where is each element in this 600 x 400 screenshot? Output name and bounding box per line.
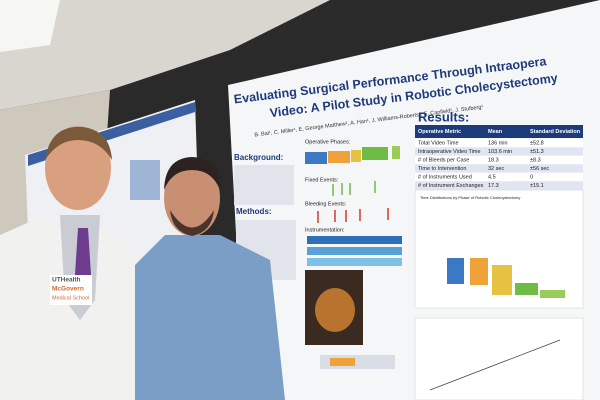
figure-label: Bleeding Events: xyxy=(305,201,347,207)
phase-bar xyxy=(351,150,361,162)
table-cell: 0 xyxy=(530,174,533,180)
badge-text: Medical School xyxy=(52,295,89,301)
face xyxy=(45,126,111,210)
instrument-bar xyxy=(307,258,402,266)
table-header-cell: Standard Deviation xyxy=(530,129,581,135)
scatter-panel xyxy=(414,317,584,400)
table-cell: ±52.8 xyxy=(530,140,544,146)
table-row xyxy=(415,172,583,182)
ceiling-light xyxy=(0,0,60,52)
small-chart-bar xyxy=(330,358,355,366)
badge-area xyxy=(50,275,92,305)
table-header xyxy=(415,125,583,138)
figure-label: Instrumentation: xyxy=(305,227,345,233)
results-table: Operative Metric Mean Standard Deviation To… xyxy=(415,125,583,190)
badge-text: UTHealth xyxy=(52,277,81,284)
table-row xyxy=(415,138,583,148)
boxplot xyxy=(447,258,565,298)
phase-bar xyxy=(362,147,388,160)
table-cell: # of Bleeds per Case xyxy=(418,157,469,163)
table-row xyxy=(415,147,583,156)
table-cell: # of Instruments Used xyxy=(418,174,472,180)
table-header-cell: Operative Metric xyxy=(418,129,461,135)
phase-bar xyxy=(328,151,350,163)
table-cell: 4.5 xyxy=(488,174,496,180)
ceiling xyxy=(0,0,330,110)
blue-shirt xyxy=(135,235,285,400)
table-cell: ±8.3 xyxy=(530,157,541,163)
table-header-cell: Mean xyxy=(488,129,503,135)
table-cell: Total Video Time xyxy=(418,140,459,146)
table-cell: Time to Intervention xyxy=(418,166,466,172)
table-cell: # of Instrument Exchanges xyxy=(418,183,484,189)
section-heading: Methods: xyxy=(236,207,272,216)
text-block xyxy=(234,165,294,205)
table-cell: ±56 sec xyxy=(530,166,549,172)
bleed-ticks xyxy=(317,208,389,223)
box xyxy=(447,258,464,284)
table-row xyxy=(415,155,583,165)
hair xyxy=(45,126,112,160)
side-poster-figure xyxy=(130,160,160,200)
hair xyxy=(164,157,220,190)
box xyxy=(492,265,512,295)
table-cell: 136 min xyxy=(488,140,508,146)
phase-bar xyxy=(305,152,327,164)
table-row xyxy=(415,181,583,190)
table-cell: 17.3 xyxy=(488,183,499,189)
instrument-bar xyxy=(307,247,402,255)
figure-label: Operative Phases: xyxy=(305,139,351,145)
event-ticks xyxy=(332,181,376,196)
badge-text: McGovern xyxy=(52,286,84,293)
section-heading: Results: xyxy=(418,109,469,124)
beard xyxy=(170,210,214,236)
table-cell: 103.6 min xyxy=(488,149,512,155)
table-cell: ±15.1 xyxy=(530,183,544,189)
section-heading: Background: xyxy=(234,153,283,162)
table-cell: ±51.3 xyxy=(530,149,544,155)
figure-label: Fixed Events: xyxy=(305,177,339,183)
chart-title: Time Distributions by Phase of Robotic C… xyxy=(420,195,520,200)
surgical-video-tissue xyxy=(315,288,355,332)
table-row xyxy=(415,164,583,173)
box xyxy=(470,258,488,285)
trend-line xyxy=(429,339,561,391)
instrument-bar xyxy=(307,236,402,244)
face xyxy=(164,160,220,236)
table-cell: 18.3 xyxy=(488,157,499,163)
table-cell: Intraoperative Video Time xyxy=(418,149,481,155)
table-cell: 32 sec xyxy=(488,166,504,172)
box xyxy=(540,290,565,298)
phase-bar xyxy=(392,146,400,159)
box xyxy=(515,283,538,295)
